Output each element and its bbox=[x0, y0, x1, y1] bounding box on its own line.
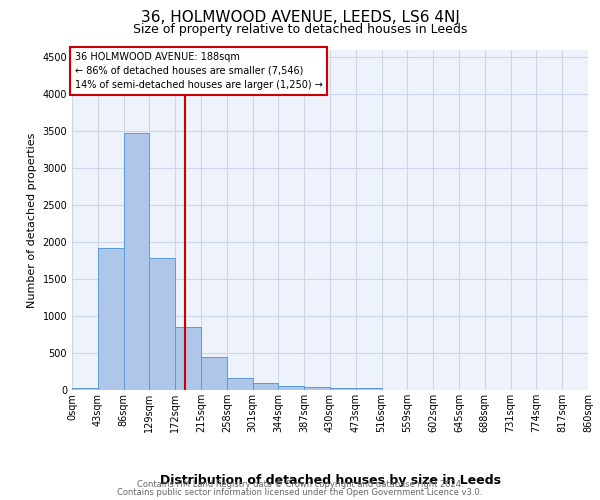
Y-axis label: Number of detached properties: Number of detached properties bbox=[27, 132, 37, 308]
Bar bbox=[304, 387, 330, 390]
X-axis label: Distribution of detached houses by size in Leeds: Distribution of detached houses by size … bbox=[160, 474, 500, 487]
Bar bbox=[253, 382, 278, 390]
Text: Contains public sector information licensed under the Open Government Licence v3: Contains public sector information licen… bbox=[118, 488, 482, 497]
Text: 36 HOLMWOOD AVENUE: 188sqm
← 86% of detached houses are smaller (7,546)
14% of s: 36 HOLMWOOD AVENUE: 188sqm ← 86% of deta… bbox=[74, 52, 322, 90]
Bar bbox=[175, 327, 201, 390]
Bar bbox=[227, 378, 253, 390]
Text: Size of property relative to detached houses in Leeds: Size of property relative to detached ho… bbox=[133, 24, 467, 36]
Bar bbox=[356, 388, 382, 390]
Bar bbox=[149, 258, 175, 390]
Bar bbox=[330, 388, 356, 390]
Bar bbox=[72, 388, 98, 390]
Bar bbox=[201, 356, 227, 390]
Bar bbox=[124, 133, 149, 390]
Bar bbox=[98, 248, 124, 390]
Bar bbox=[278, 386, 304, 390]
Text: 36, HOLMWOOD AVENUE, LEEDS, LS6 4NJ: 36, HOLMWOOD AVENUE, LEEDS, LS6 4NJ bbox=[140, 10, 460, 25]
Text: Contains HM Land Registry data © Crown copyright and database right 2024.: Contains HM Land Registry data © Crown c… bbox=[137, 480, 463, 489]
